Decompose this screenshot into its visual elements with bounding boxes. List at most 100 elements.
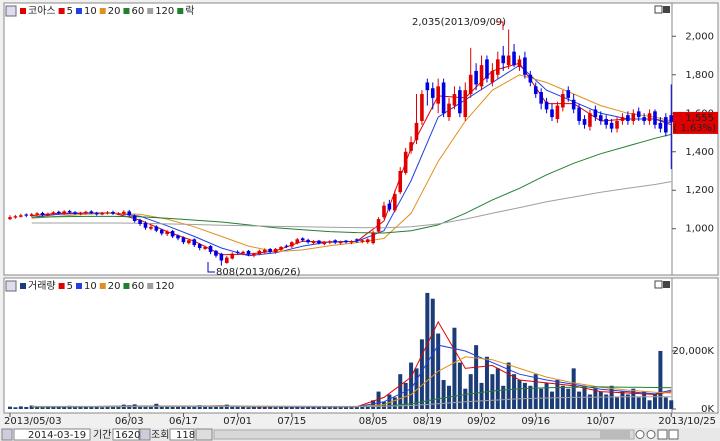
- candle-body: [268, 248, 272, 252]
- volume-bar: [143, 406, 148, 409]
- volume-bar: [550, 391, 554, 409]
- candle-body: [56, 211, 61, 214]
- legend-entry: 120: [155, 281, 174, 292]
- legend-entry: 120: [155, 6, 174, 17]
- volume-bar: [219, 406, 224, 409]
- volume-bar: [495, 368, 500, 409]
- y-tick-label: 2,000: [685, 31, 714, 42]
- query-icon[interactable]: [139, 428, 151, 441]
- legend-entry: 60: [131, 6, 144, 17]
- volume-bar: [100, 407, 105, 409]
- panel-close[interactable]: [663, 281, 670, 288]
- candle-body: [398, 171, 403, 193]
- legend-entry: 5: [67, 281, 73, 292]
- candle-body: [67, 211, 72, 213]
- zoom-in[interactable]: [646, 430, 656, 439]
- candle-body: [452, 94, 457, 106]
- y-tick-label: 20,000K: [672, 346, 714, 357]
- volume-bar: [512, 374, 517, 409]
- date-input[interactable]: [13, 428, 91, 441]
- scrollbar[interactable]: [213, 429, 635, 440]
- candle-body: [116, 213, 121, 215]
- candle-body: [474, 70, 478, 85]
- candle-body: [127, 211, 132, 216]
- volume-bar: [598, 391, 603, 409]
- volume-bar: [273, 407, 278, 409]
- y-tick-label: 1,400: [685, 147, 714, 158]
- candle-body: [577, 107, 581, 121]
- candle-body: [300, 238, 305, 241]
- volume-bar: [8, 406, 12, 409]
- volume-bar: [387, 394, 392, 409]
- volume-bar: [615, 397, 620, 409]
- candle-body: [19, 215, 23, 217]
- volume-bar: [647, 400, 652, 409]
- volume-bar: [457, 362, 462, 409]
- panel-icon[interactable]: [5, 5, 17, 17]
- volume-bar: [56, 406, 61, 409]
- candle-body: [620, 117, 625, 121]
- volume-bar: [83, 406, 88, 409]
- legend-swatch: [75, 283, 82, 289]
- volume-bar: [105, 406, 110, 409]
- volume-bar: [208, 406, 213, 409]
- volume-bar: [463, 388, 468, 409]
- candle-body: [571, 99, 576, 110]
- count-input[interactable]: [169, 428, 195, 441]
- candle-body: [203, 247, 207, 249]
- candle-body: [479, 65, 484, 87]
- legend-title: 코아스: [28, 5, 56, 17]
- zoom-out[interactable]: [635, 430, 645, 439]
- legend-swatch: [20, 8, 26, 14]
- volume-bar: [306, 406, 311, 409]
- legend-swatch: [99, 283, 106, 289]
- candle-body: [84, 211, 88, 214]
- panel-restore[interactable]: [654, 5, 663, 14]
- volume-bar: [490, 374, 495, 409]
- view-button[interactable]: [668, 429, 679, 440]
- volume-bar: [73, 407, 78, 409]
- panel-icon[interactable]: [5, 280, 17, 292]
- candle-body: [382, 205, 386, 218]
- volume-panel: [3, 277, 673, 414]
- volume-bar: [251, 406, 256, 409]
- candle-body: [555, 105, 560, 120]
- volume-bar: [403, 382, 408, 409]
- scroll-buttons[interactable]: [195, 428, 213, 441]
- candle-body: [252, 253, 256, 256]
- volume-bar: [197, 405, 202, 409]
- candle-body: [279, 247, 283, 250]
- candle-body: [566, 90, 571, 98]
- view-button[interactable]: [657, 429, 668, 440]
- volume-bar: [235, 406, 240, 409]
- period-input[interactable]: [112, 428, 140, 441]
- candle-body: [414, 122, 419, 141]
- volume-bar: [419, 339, 424, 409]
- nav-button[interactable]: [1, 428, 13, 441]
- volume-bar: [24, 406, 29, 409]
- candle-body: [349, 241, 354, 243]
- legend-entry: 20: [108, 6, 121, 17]
- candle-body: [295, 239, 300, 244]
- price-badge: [673, 111, 718, 134]
- volume-bar: [116, 406, 121, 409]
- candle-body: [615, 120, 619, 129]
- candle-body: [425, 82, 430, 91]
- volume-bar: [533, 374, 538, 409]
- legend-swatch: [99, 8, 106, 14]
- candle-body: [94, 212, 99, 215]
- candle-body: [73, 212, 77, 214]
- candle-body: [496, 59, 500, 75]
- volume-bar: [13, 407, 18, 409]
- candle-body: [430, 88, 435, 98]
- panel-restore[interactable]: [654, 280, 663, 289]
- legend-swatch: [58, 8, 65, 14]
- y-tick-label: 0K: [701, 404, 714, 415]
- volume-bar: [631, 388, 636, 409]
- scroll-thumb[interactable]: [600, 430, 630, 439]
- candle-body: [485, 59, 489, 79]
- panel-close[interactable]: [663, 6, 670, 13]
- volume-bar: [127, 405, 132, 409]
- volume-bar: [452, 327, 457, 409]
- candle-body: [219, 253, 224, 261]
